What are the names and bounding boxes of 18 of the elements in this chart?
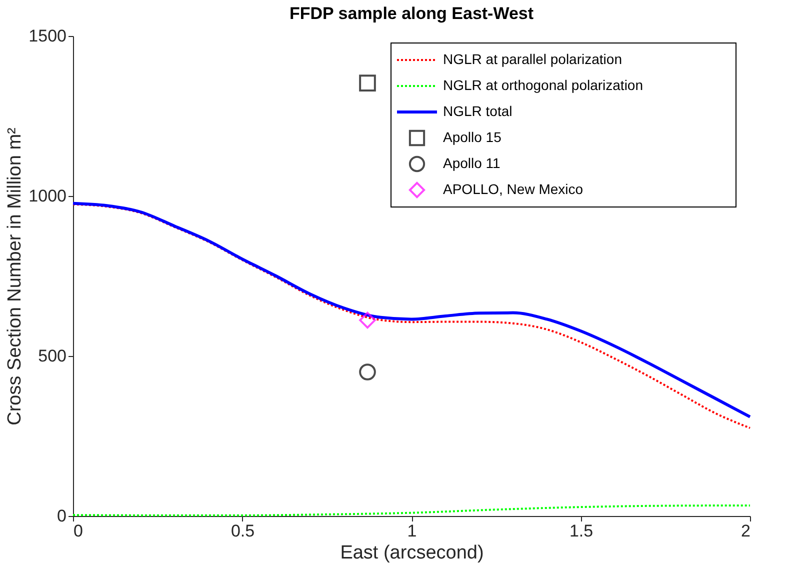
y-axis-title: Cross Section Number in Million m² [4,128,26,426]
y-tick-label: 500 [38,346,66,366]
x-tick-label: 1.5 [569,522,594,540]
x-tick-label: 1 [407,522,417,540]
x-tick-label: 0 [74,522,83,540]
y-tick-label: 1500 [28,26,66,46]
y-tick-label: 1000 [28,186,66,206]
legend-label: NGLR at orthogonal polarization [443,77,644,93]
y-tick-label: 0 [57,506,66,526]
legend-label: NGLR at parallel polarization [443,51,622,67]
legend-label: Apollo 15 [443,129,502,145]
legend-label: NGLR total [443,103,512,119]
legend-label: APOLLO, New Mexico [443,181,584,197]
x-axis-title: East (arcsecond) [340,542,484,564]
legend-label: Apollo 11 [443,155,501,171]
x-tick-label: 2 [741,522,750,540]
x-tick-label: 0.5 [230,522,255,540]
chart-title: FFDP sample along East-West [289,4,534,23]
